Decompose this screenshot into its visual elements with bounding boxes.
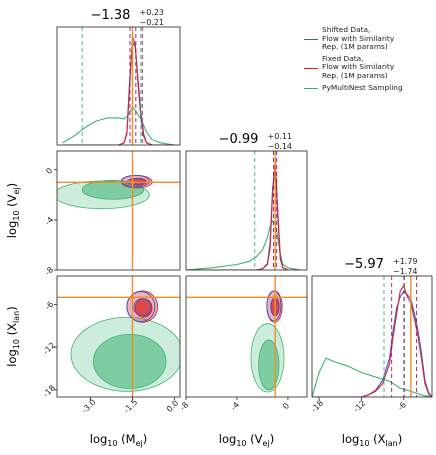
histogram-panel-Vej <box>186 151 301 270</box>
truth-point-Xlan_vs_Mej <box>130 295 135 300</box>
xlabel-Mej-arg-sub: ej <box>136 439 143 448</box>
xtick-label-Xlan-0: -18 <box>309 398 325 414</box>
ylabel-Xlan-arg-sub: lan <box>12 311 21 323</box>
ylabel-Xlan-sub: 10 <box>12 339 21 349</box>
ylabel-Vej-main: log <box>5 221 19 239</box>
legend-item-pymultinest: PyMultiNest Sampling <box>302 82 430 93</box>
panel-title-Mej: −1.38 <box>91 8 131 23</box>
xlabel-Mej-arg: (M <box>117 432 135 446</box>
ylabel-Vej-arg-sub: ej <box>12 187 21 194</box>
ytick-label-Vej-0: 0 <box>44 166 54 176</box>
xtick-label-Mej-0: -3.0 <box>80 398 97 415</box>
legend: Shifted Data, Flow with Similarity Rep. (1… <box>302 25 430 95</box>
panel-title-sub-Vej: −0.14 <box>268 142 293 151</box>
hist-line-fixed-Xlan <box>312 284 432 397</box>
histogram-frame-Xlan <box>311 275 433 398</box>
xlabel-Vej: log10 (Vej) <box>219 432 274 448</box>
hist-line-pymultinest-Mej <box>62 106 175 145</box>
ytick-label-Xlan-2: -18 <box>41 383 57 399</box>
xtick-label-Xlan-1: -12 <box>352 398 368 414</box>
ylabel-Xlan-arg: (X <box>5 323 19 339</box>
xlabel-Xlan-sub: 10 <box>359 439 369 448</box>
hist-line-pymultinest-Xlan <box>312 357 432 397</box>
panel-title-sub-Mej: −0.21 <box>140 18 165 27</box>
hist-line-shifted-Mej <box>62 39 175 145</box>
xlabel-Mej-sub: 10 <box>107 439 117 448</box>
histogram-frame-Vej <box>185 150 308 271</box>
ytick-label-Vej-2: -8 <box>43 265 55 277</box>
contour-frame-Vej_vs_Mej <box>56 150 181 271</box>
contour-frame-Xlan_vs_Vej <box>185 275 308 398</box>
panel-title-sup-Xlan: +1.79 <box>393 257 418 266</box>
xtick-label-Vej-2: 0 <box>281 401 291 411</box>
panel-title-Xlan: −5.97 <box>344 257 384 272</box>
panel-title-Vej: −0.99 <box>219 132 259 147</box>
ylabel-Vej-arg: (V <box>5 194 19 210</box>
hist-line-fixed-Mej <box>62 36 175 145</box>
xlabel-Mej: log10 (Mej) <box>90 432 147 448</box>
panel-title-sub-Xlan: −1.74 <box>393 267 418 276</box>
legend-item-fixed: Fixed Data, Flow with Similarity Rep. (1M … <box>302 53 430 81</box>
truth-point-Xlan_vs_Vej <box>272 295 278 300</box>
xlabel-Xlan: log10 (Xlan) <box>342 432 402 448</box>
xlabel-Xlan-main: log <box>342 432 360 446</box>
xlabel-Mej-close: ) <box>143 432 148 446</box>
contour-panel-Xlan_vs_Mej <box>57 276 180 397</box>
ylabel-Vej-sub: 10 <box>12 210 21 220</box>
xtick-label-Xlan-2: -6 <box>396 400 408 412</box>
xtick-label-Vej-1: -4 <box>229 400 241 412</box>
xlabel-Vej-close: ) <box>270 432 275 446</box>
ylabel-Vej-close: ) <box>5 183 19 188</box>
contour-pymultinest-Xlan_vs_Vej-1 <box>258 339 280 391</box>
legend-line-pymultinest <box>304 87 318 89</box>
contour-pymultinest-Vej_vs_Mej-1 <box>81 180 145 200</box>
hist-line-pymultinest-Vej <box>186 219 301 270</box>
ylabel-Xlan-main: log <box>5 349 19 367</box>
hist-line-fixed-Vej <box>186 160 301 270</box>
xlabel-Vej-arg: (V <box>247 432 263 446</box>
xlabel-Xlan-arg: (X <box>369 432 385 446</box>
contour-panel-Vej_vs_Mej <box>57 151 180 270</box>
hist-line-shifted-Xlan <box>312 290 432 397</box>
xlabel-Mej-main: log <box>90 432 108 446</box>
xlabel-Xlan-close: ) <box>398 432 403 446</box>
contour-shifted-Xlan_vs_Vej-0 <box>266 290 282 322</box>
xlabel-Xlan-arg-sub: lan <box>386 439 398 448</box>
ylabel-Xlan: log10 (Xlan) <box>5 306 21 366</box>
truth-point-Vej_vs_Mej <box>130 180 135 185</box>
ytick-label-Xlan-1: -12 <box>41 341 57 357</box>
ylabel-Xlan-close: ) <box>5 306 19 311</box>
xlabel-Vej-main: log <box>219 432 237 446</box>
xtick-label-Mej-1: -1.5 <box>122 398 139 415</box>
legend-item-shifted: Shifted Data, Flow with Similarity Rep. (1… <box>302 25 430 52</box>
legend-line-shifted <box>304 38 318 40</box>
ytick-label-Vej-1: -4 <box>43 215 55 227</box>
xlabel-Vej-arg-sub: ej <box>263 439 270 448</box>
legend-label-fixed: Fixed Data, Flow with Similarity Rep. (1M … <box>322 53 395 80</box>
xlabel-Vej-sub: 10 <box>236 439 246 448</box>
contour-frame-Xlan_vs_Mej <box>56 275 181 398</box>
contour-pymultinest-Xlan_vs_Mej-1 <box>92 333 167 389</box>
contour-shifted-Vej_vs_Mej-0 <box>120 174 150 188</box>
contour-shifted-Xlan_vs_Mej-0 <box>126 291 156 323</box>
histogram-frame-Mej <box>56 26 181 146</box>
legend-label-pymultinest: PyMultiNest Sampling <box>322 82 403 92</box>
ylabel-Vej: log10 (Vej) <box>5 183 21 238</box>
panel-title-sup-Mej: +0.23 <box>140 8 165 17</box>
histogram-panel-Xlan <box>312 276 432 397</box>
contour-panel-Xlan_vs_Vej <box>186 276 307 397</box>
hist-line-shifted-Vej <box>186 165 301 270</box>
legend-line-fixed <box>304 67 318 69</box>
xtick-label-Vej-0: -8 <box>178 400 190 412</box>
panel-title-sup-Vej: +0.11 <box>268 132 293 141</box>
histogram-panel-Mej <box>62 27 175 145</box>
contour-shifted-Xlan_vs_Mej-1 <box>133 298 152 317</box>
legend-label-shifted: Shifted Data, Flow with Similarity Rep. (1… <box>322 25 395 52</box>
ytick-label-Xlan-0: -6 <box>43 300 55 312</box>
